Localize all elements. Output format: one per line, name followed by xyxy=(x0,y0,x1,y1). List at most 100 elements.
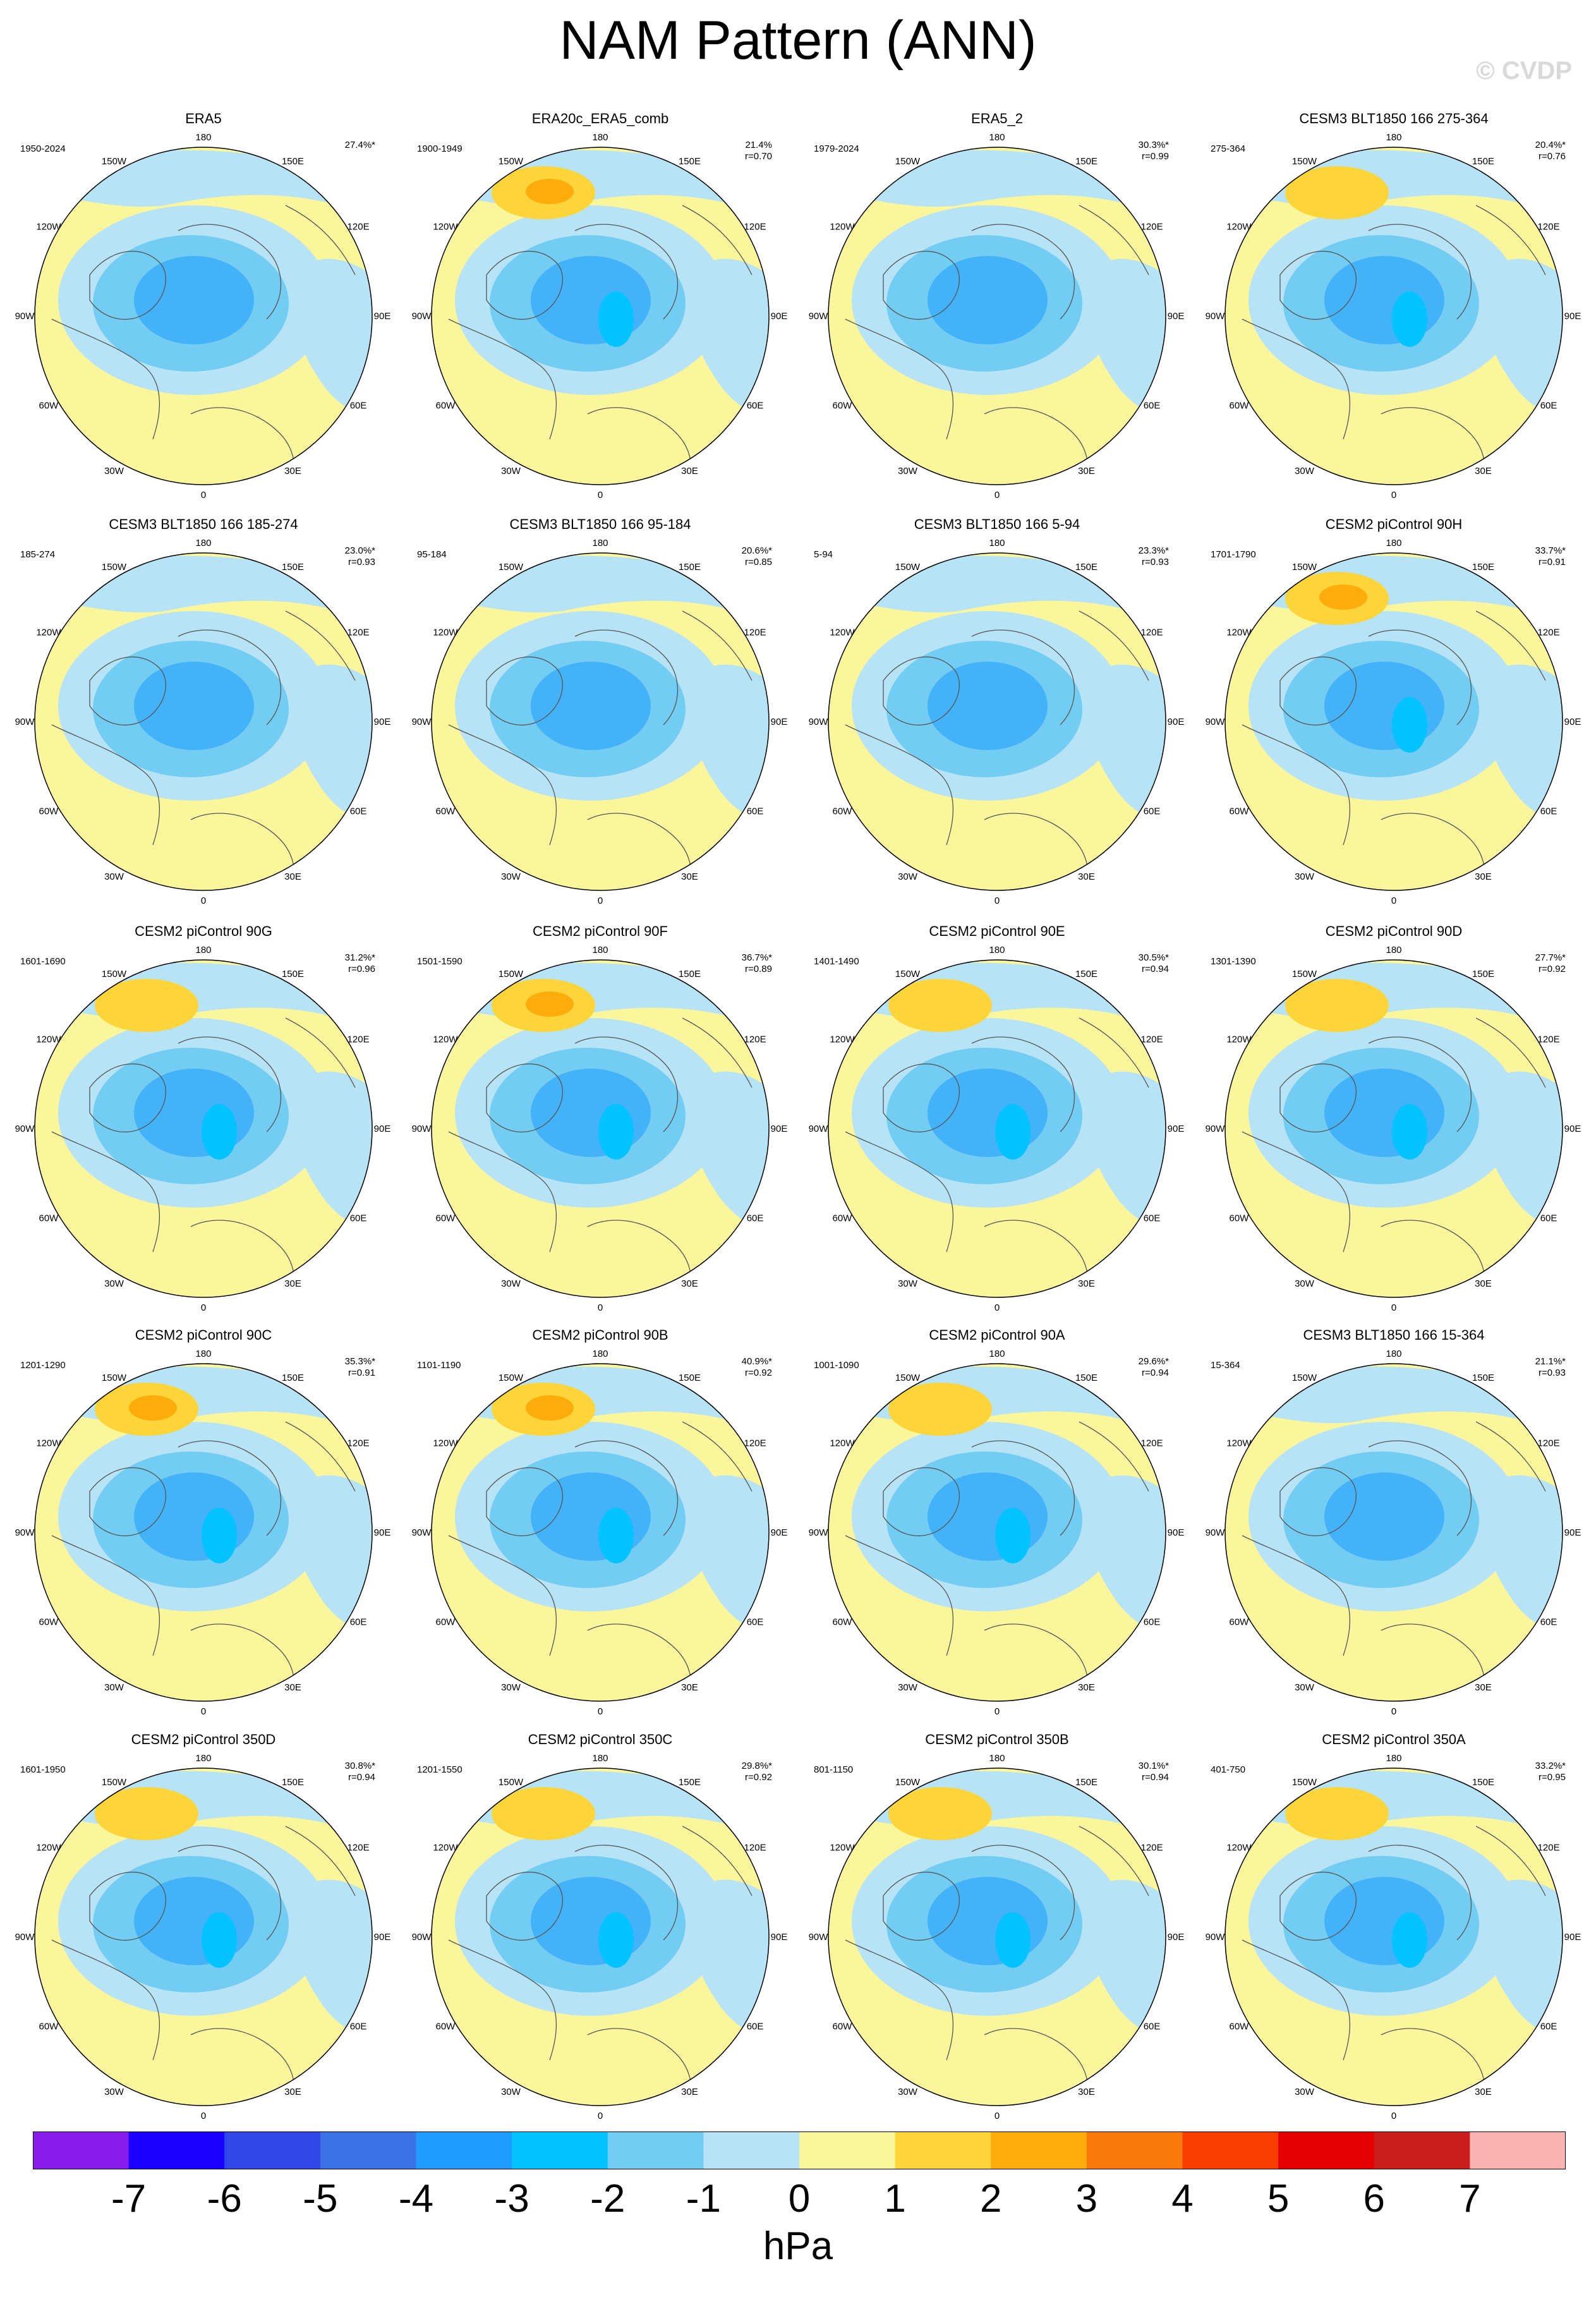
polar-low-contour xyxy=(134,256,254,344)
map-panel: ERA5_2 1979-2024 30.3%* r=0.99 180 150E 120E 90… xyxy=(807,111,1187,509)
longitude-label: 180 xyxy=(195,1349,211,1359)
panel-stats: 30.3%* r=0.99 xyxy=(1139,140,1169,162)
longitude-label: 120W xyxy=(830,1843,855,1853)
panel-title: CESM3 BLT1850 166 15-364 xyxy=(1303,1327,1485,1343)
panel-title: ERA5_2 xyxy=(971,111,1023,126)
colorbar-swatch xyxy=(607,2131,704,2169)
coastline-atlantic xyxy=(51,724,160,846)
longitude-label: 120E xyxy=(744,1034,766,1045)
longitude-label: 60E xyxy=(1144,1617,1161,1628)
longitude-label: 120W xyxy=(433,628,458,638)
variance-explained: 35.3%* xyxy=(344,1356,375,1367)
polar-low-contour xyxy=(134,1877,254,1965)
longitude-label: 90W xyxy=(1206,1527,1226,1538)
coastline-atlantic xyxy=(51,1939,160,2061)
longitude-label: 150E xyxy=(1075,1373,1097,1383)
colorbar-swatch xyxy=(512,2131,608,2169)
longitude-label: 90E xyxy=(771,1124,788,1134)
variance-explained: 31.2%* xyxy=(344,952,375,963)
panel-period: 1601-1690 xyxy=(20,956,66,967)
colorbar-swatch xyxy=(1086,2131,1183,2169)
longitude-label: 120E xyxy=(1141,628,1163,638)
map-panel: CESM3 BLT1850 166 275-364 275-364 20.4%* r=… xyxy=(1204,111,1583,509)
longitude-label: 60W xyxy=(1229,401,1249,411)
map-panel: CESM2 piControl 90F 1501-1590 36.7%* r=0.89… xyxy=(411,923,790,1321)
longitude-label: 30E xyxy=(1475,2087,1492,2097)
longitude-label: 0 xyxy=(201,1302,206,1313)
map-panel: CESM2 piControl 350B 801-1150 30.1%* r=0.94… xyxy=(807,1731,1187,2130)
longitude-label: 120W xyxy=(36,1034,61,1045)
longitude-label: 150W xyxy=(102,562,127,573)
longitude-label: 60E xyxy=(350,806,367,817)
panel-title: CESM2 piControl 90E xyxy=(929,923,1065,939)
polar-low-core xyxy=(995,1508,1031,1563)
pacific-high xyxy=(95,1787,198,1840)
map-panel: CESM2 piControl 90C 1201-1290 35.3%* r=0.91… xyxy=(14,1327,393,1725)
map-boundary xyxy=(828,1363,1166,1702)
panel-stats: 20.4%* r=0.76 xyxy=(1535,140,1566,162)
panel-stats: 21.4% r=0.70 xyxy=(745,140,772,162)
coastline-arctic xyxy=(1368,1036,1472,1132)
longitude-label: 60W xyxy=(435,2022,456,2032)
variance-explained: 33.7%* xyxy=(1535,545,1566,556)
longitude-label: 60E xyxy=(1144,1213,1161,1224)
variance-explained: 23.0%* xyxy=(344,545,375,556)
polar-low-contour xyxy=(928,662,1048,750)
polar-low-core xyxy=(598,1508,634,1563)
longitude-label: 60E xyxy=(747,1617,764,1628)
longitude-label: 150W xyxy=(102,1777,127,1788)
longitude-label: 60E xyxy=(1144,806,1161,817)
panel-stats: 30.1%* r=0.94 xyxy=(1139,1761,1169,1783)
polar-low-core xyxy=(995,1912,1031,1968)
panel-stats: 40.9%* r=0.92 xyxy=(742,1356,772,1379)
longitude-label: 60W xyxy=(435,1617,456,1628)
longitude-label: 180 xyxy=(989,945,1005,955)
longitude-label: 120W xyxy=(433,1438,458,1449)
panel-period: 1701-1790 xyxy=(1211,549,1256,560)
longitude-label: 90E xyxy=(771,1932,788,1943)
pacific-high-core xyxy=(1319,585,1367,610)
longitude-label: 0 xyxy=(598,895,603,906)
longitude-label: 60W xyxy=(1229,1617,1249,1628)
variance-explained: 30.5%* xyxy=(1138,952,1169,963)
longitude-label: 180 xyxy=(1386,132,1401,143)
longitude-label: 120W xyxy=(1226,1843,1252,1853)
longitude-label: 150E xyxy=(1472,562,1494,573)
coastline-atlantic xyxy=(845,1131,954,1252)
longitude-label: 30W xyxy=(501,2087,521,2097)
polar-low-core xyxy=(995,1104,1031,1160)
longitude-label: 150W xyxy=(1292,969,1317,979)
colorbar-swatch xyxy=(416,2131,512,2169)
longitude-label: 180 xyxy=(195,945,211,955)
longitude-label: 90W xyxy=(15,311,35,322)
coastline-asia xyxy=(285,610,356,681)
longitude-label: 150E xyxy=(1075,969,1097,979)
longitude-label: 90W xyxy=(809,311,829,322)
coastline-greenland xyxy=(89,1871,167,1941)
longitude-label: 120W xyxy=(830,1438,855,1449)
panel-stats: 20.6%* r=0.85 xyxy=(742,545,772,568)
colorbar-swatch xyxy=(1278,2131,1375,2169)
map-panel: CESM2 piControl 90G 1601-1690 31.2%* r=0.96… xyxy=(14,923,393,1321)
colorbar xyxy=(33,2131,1566,2169)
cvdp-watermark: © CVDP xyxy=(1476,57,1572,85)
variance-explained: 20.6%* xyxy=(741,545,772,556)
colorbar-swatch xyxy=(799,2131,896,2169)
longitude-label: 90E xyxy=(1564,1932,1581,1943)
coastline-greenland xyxy=(883,1467,960,1537)
longitude-label: 60E xyxy=(1144,2022,1161,2032)
map-boundary xyxy=(431,1767,770,2106)
polar-low-core xyxy=(598,1912,634,1968)
longitude-label: 90W xyxy=(15,1124,35,1134)
panel-period: 5-94 xyxy=(814,549,833,560)
panel-stats: 36.7%* r=0.89 xyxy=(742,952,772,975)
panel-stats: 31.2%* r=0.96 xyxy=(345,952,375,975)
longitude-label: 0 xyxy=(201,2111,206,2121)
longitude-label: 120E xyxy=(348,1438,370,1449)
colorbar-swatch xyxy=(320,2131,416,2169)
longitude-label: 180 xyxy=(592,538,608,549)
polar-map: 180 150E 120E 90E 60E 30E 0 30W 60W 90W 120W 150W xyxy=(1206,538,1581,906)
longitude-label: 30E xyxy=(681,871,698,882)
map-panel: CESM2 piControl 350A 401-750 33.2%* r=0.95 1… xyxy=(1204,1731,1583,2130)
coastline-arctic xyxy=(178,1440,282,1536)
